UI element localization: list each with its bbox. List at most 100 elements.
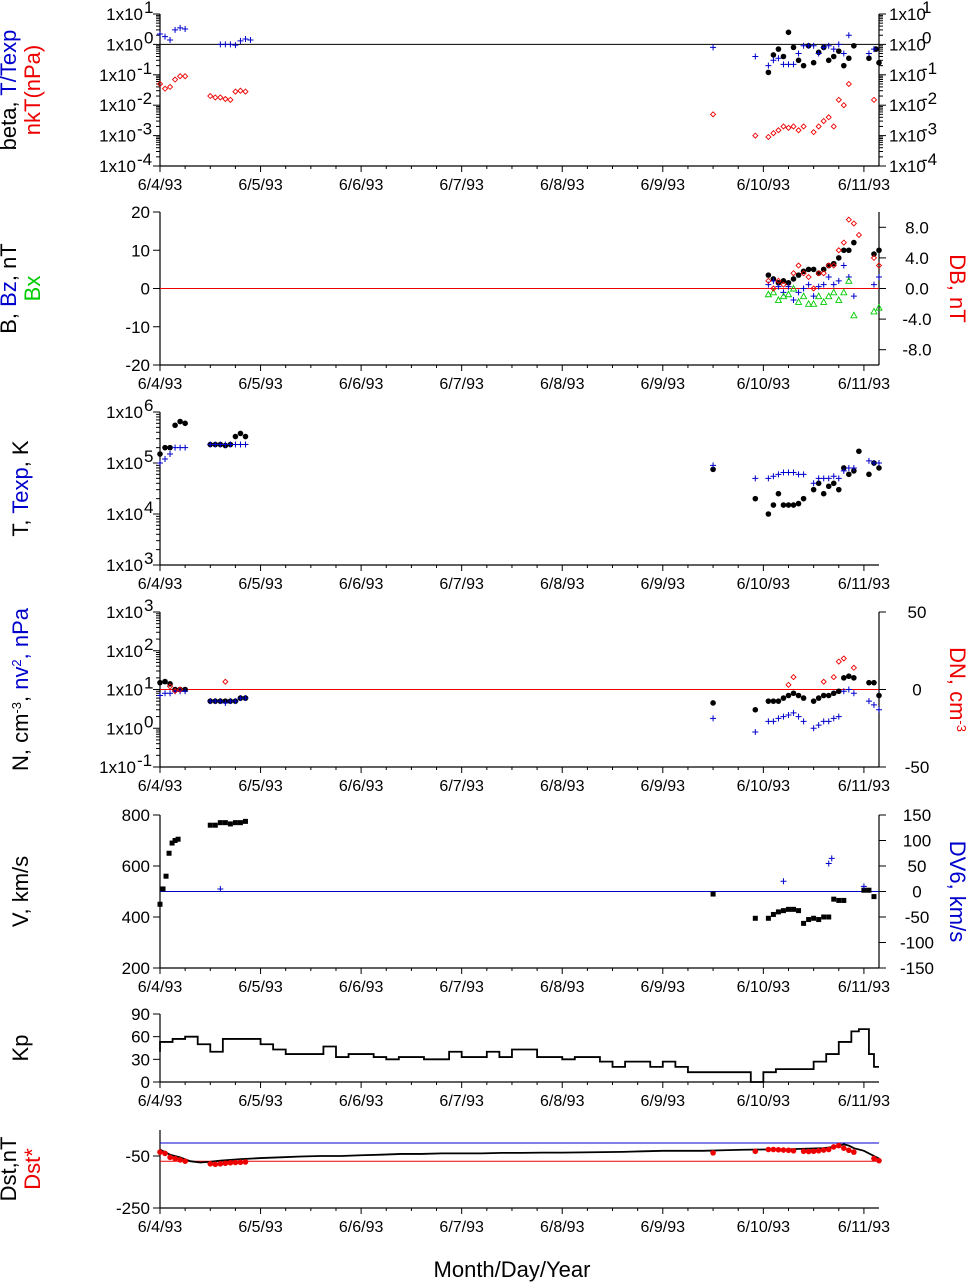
data-point xyxy=(850,664,857,671)
y-tick-label: -10 xyxy=(125,318,150,337)
x-tick-label: 6/11/93 xyxy=(838,177,890,194)
y-tick-label: 1x10 xyxy=(106,5,143,24)
x-tick-label: 6/8/93 xyxy=(540,979,585,996)
data-point xyxy=(172,422,178,429)
data-point xyxy=(775,715,782,722)
y-tick-exponent: 6 xyxy=(144,396,153,415)
data-point xyxy=(866,887,872,893)
right-axis-label: DN, cm-3 xyxy=(945,647,970,732)
data-point xyxy=(752,495,759,502)
data-point xyxy=(157,901,163,907)
axis-label-part: , nPa xyxy=(8,607,33,659)
data-point xyxy=(765,69,772,76)
data-point xyxy=(851,239,857,246)
data-point xyxy=(790,502,797,508)
data-point xyxy=(785,502,792,508)
data-point xyxy=(785,29,792,36)
data-point xyxy=(815,480,822,487)
x-tick-label: 6/10/93 xyxy=(737,576,790,593)
x-tick-label: 6/7/93 xyxy=(439,576,484,593)
data-point xyxy=(840,50,847,57)
y-tick-label-right: 8.0 xyxy=(905,218,929,237)
series-texp xyxy=(157,441,882,487)
axis-label-part: Bx xyxy=(20,276,45,302)
data-point xyxy=(227,1159,234,1166)
data-point xyxy=(227,41,234,48)
data-point xyxy=(851,675,857,681)
data-point xyxy=(232,441,239,448)
y-tick-label-right: 0 xyxy=(912,681,921,700)
series-kp xyxy=(159,1028,879,1083)
x-tick-label: 6/5/93 xyxy=(238,1093,283,1110)
data-point xyxy=(871,679,877,686)
data-point xyxy=(770,1146,777,1153)
data-point xyxy=(795,692,802,699)
data-point xyxy=(227,698,234,705)
y-tick-label-right: 1x10 xyxy=(889,157,926,176)
data-point xyxy=(780,469,787,476)
data-point xyxy=(237,441,244,448)
data-point xyxy=(182,688,189,695)
data-point xyxy=(175,836,181,842)
data-point xyxy=(876,59,882,66)
data-point xyxy=(800,495,807,502)
data-point xyxy=(795,50,802,57)
data-point xyxy=(820,678,827,685)
y-tick-label-right: 50 xyxy=(908,857,927,876)
data-point xyxy=(865,698,872,705)
x-tick-label: 6/5/93 xyxy=(238,376,283,393)
data-point xyxy=(810,480,817,487)
data-point xyxy=(815,270,822,277)
data-point xyxy=(242,441,249,448)
axis-label-part: nkT(nPa) xyxy=(20,45,45,135)
data-point xyxy=(780,1147,787,1153)
data-point xyxy=(790,690,797,697)
data-point xyxy=(780,61,787,68)
data-point xyxy=(177,1157,183,1163)
x-tick-label: 6/6/93 xyxy=(339,576,384,593)
data-point xyxy=(845,276,853,284)
y-tick-label-right: -4.0 xyxy=(902,310,931,329)
axis-label-part: Dst* xyxy=(20,1148,45,1190)
data-point xyxy=(865,50,872,57)
data-point xyxy=(237,695,244,702)
y-tick-exponent-right: -1 xyxy=(922,59,937,78)
data-point xyxy=(242,36,249,43)
y-tick-label-right: 100 xyxy=(903,832,931,851)
x-tick-label: 6/7/93 xyxy=(439,1219,484,1236)
data-point xyxy=(182,1158,188,1164)
data-point xyxy=(182,26,189,33)
data-point xyxy=(790,270,797,277)
data-point xyxy=(830,673,837,681)
x-tick-label: 6/8/93 xyxy=(540,177,585,194)
y-tick-label-right: 4.0 xyxy=(905,249,929,268)
x-tick-label: 6/7/93 xyxy=(439,979,484,996)
data-point xyxy=(800,718,807,725)
data-point xyxy=(794,297,803,305)
data-point xyxy=(815,722,822,729)
data-point xyxy=(835,713,842,720)
data-point xyxy=(820,490,827,497)
x-tick-label: 6/11/93 xyxy=(838,576,890,593)
x-tick-label: 6/6/93 xyxy=(339,979,384,996)
data-point xyxy=(841,1145,847,1151)
data-point xyxy=(770,698,777,704)
data-point xyxy=(830,262,837,269)
data-point xyxy=(709,111,717,118)
x-tick-label: 6/5/93 xyxy=(238,979,283,996)
data-point xyxy=(810,725,817,732)
data-point xyxy=(785,61,792,68)
panel-temperature: 6/4/93 6/5/93 6/6/93 6/7/93 6/8/93 6/9/93 6/10… xyxy=(8,396,890,593)
data-point xyxy=(212,94,219,101)
x-tick-label: 6/8/93 xyxy=(540,376,585,393)
data-point xyxy=(162,690,169,697)
x-tick-label: 6/4/93 xyxy=(138,979,183,996)
data-point xyxy=(810,266,817,273)
data-point xyxy=(237,820,243,826)
data-point xyxy=(835,41,842,48)
data-point xyxy=(805,266,812,273)
data-point xyxy=(780,281,787,288)
data-point xyxy=(770,911,776,917)
y-tick-label: -50 xyxy=(125,1147,150,1166)
x-tick-label: 6/4/93 xyxy=(138,778,183,795)
